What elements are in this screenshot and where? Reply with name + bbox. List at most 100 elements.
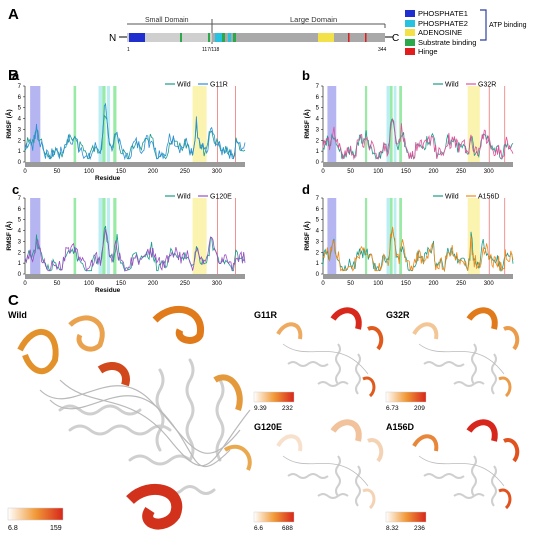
- mutant-series-line: [24, 102, 246, 161]
- atp-binding-label: ATP binding: [489, 22, 527, 29]
- y-tick-label: 5: [18, 218, 22, 224]
- structure-title: A156D: [386, 422, 415, 432]
- scale-bar: [253, 391, 295, 403]
- legend-wild-label: Wild: [445, 82, 459, 89]
- x-tick-label: 250: [180, 281, 191, 287]
- x-tick-label: 0: [23, 169, 27, 175]
- structure-title: G11R: [254, 310, 278, 320]
- y-tick-label: 0: [316, 160, 320, 166]
- highlight-band: [106, 198, 111, 274]
- x-tick-label: 250: [456, 169, 467, 175]
- adenosine-block: [318, 33, 334, 42]
- legend-wild-label: Wild: [177, 194, 191, 201]
- structure-title: G120E: [254, 422, 282, 432]
- legend-item-3: Substrate binding: [405, 38, 545, 47]
- x-tick-label: 150: [116, 281, 127, 287]
- y-tick-label: 4: [316, 229, 320, 235]
- y-axis-label: RMSF (Å): [302, 109, 311, 138]
- highlight-band: [386, 86, 390, 162]
- legend-label: Hinge: [418, 47, 438, 56]
- loop: [362, 376, 376, 398]
- panel-c-letter: C: [8, 292, 19, 309]
- large-domain-label: Large Domain: [290, 15, 337, 24]
- x-tick-label: 100: [373, 281, 384, 287]
- rmsf-chart-c: c 0 1 2 3 4 5 6 7 0 50 100 150 200 250 300 RMSF (Å) Resid…: [4, 182, 246, 294]
- y-tick-label: 0: [18, 272, 22, 278]
- y-tick-label: 6: [18, 95, 22, 101]
- panel-b-letter: B: [8, 67, 19, 84]
- legend-label: PHOSPHATE1: [418, 9, 468, 18]
- highlight-band: [399, 198, 402, 274]
- chart-letter: d: [302, 182, 310, 197]
- x-tick-label: 0: [321, 169, 325, 175]
- rmsf-chart-a: a 0 1 2 3 4 5 6 7 0 50 100 150 200 250 300 RMSF (Å) Resid…: [4, 68, 246, 182]
- loop: [498, 376, 512, 398]
- structure-g120e: G120E 6.6 688: [253, 419, 384, 532]
- y-tick-label: 2: [316, 250, 320, 256]
- y-axis-label: RMSF (Å): [4, 221, 13, 250]
- y-tick-label: 1: [316, 149, 320, 155]
- highlight-band: [364, 198, 368, 274]
- legend-wild-label: Wild: [445, 194, 459, 201]
- highlight-band: [30, 198, 41, 274]
- y-tick-label: 1: [18, 149, 22, 155]
- highlight-band: [113, 198, 117, 274]
- x-tick-label: 150: [116, 169, 127, 175]
- scale-max: 688: [282, 525, 293, 532]
- x-tick-label: 0: [321, 281, 325, 287]
- y-tick-label: 7: [18, 84, 22, 90]
- wild-structure: [17, 305, 252, 530]
- scale-bar: [385, 391, 427, 403]
- mutant-series-line: [322, 118, 514, 161]
- chart-letter: c: [12, 182, 19, 197]
- legend-label: PHOSPHATE2: [418, 18, 468, 28]
- x-tick-label: 300: [484, 281, 495, 287]
- phosphate1-block: [129, 33, 145, 42]
- small-domain-bar: [127, 33, 212, 42]
- highlight-band: [467, 198, 480, 274]
- loop: [367, 438, 384, 463]
- legend-label: ADENOSINE: [418, 28, 463, 37]
- scale-bar-wild: [7, 507, 64, 521]
- substrate-block-2: [208, 33, 210, 42]
- highlight-band: [73, 86, 77, 162]
- y-axis-label: RMSF (Å): [302, 221, 311, 250]
- residue-strip: [323, 162, 513, 167]
- y-tick-label: 6: [316, 95, 320, 101]
- loop: [412, 322, 439, 340]
- legend-item-0: PHOSPHATE1: [405, 9, 545, 18]
- scale-min-wild: 6.8: [8, 525, 18, 532]
- x-tick-label: 300: [212, 169, 223, 175]
- y-tick-label: 3: [316, 239, 320, 245]
- x-tick-label: 150: [401, 169, 412, 175]
- x-tick-label: 150: [401, 281, 412, 287]
- y-tick-label: 2: [18, 138, 22, 144]
- mutant-series-line: [24, 229, 246, 272]
- highlight-band: [192, 198, 207, 274]
- legend-swatch: [405, 48, 415, 55]
- wild-series-line: [322, 227, 514, 272]
- domain-diagram: Small Domain Large Domain N C 1 117/118 …: [109, 15, 399, 53]
- chart-letter: a: [12, 68, 20, 83]
- x-tick-label: 100: [373, 169, 384, 175]
- loop: [498, 488, 512, 510]
- structures-panel: Wild 6.8 159 G11R 9.39 232 G32R 6.73 209 G120E…: [7, 305, 520, 532]
- y-tick-label: 5: [316, 218, 320, 224]
- legend-wild-label: Wild: [177, 82, 191, 89]
- y-tick-label: 3: [18, 239, 22, 245]
- y-tick-label: 4: [18, 117, 22, 123]
- loop: [276, 322, 303, 340]
- y-tick-label: 7: [18, 196, 22, 202]
- residue-end: 344: [378, 47, 387, 53]
- highlight-band: [393, 198, 397, 274]
- legend-swatch: [405, 29, 415, 36]
- x-tick-label: 50: [54, 281, 61, 287]
- highlight-band: [386, 198, 390, 274]
- y-tick-label: 5: [316, 106, 320, 112]
- rmsf-chart-d: d 0 1 2 3 4 5 6 7 0 50 100 150 200 250 300 RMSF (Å) Wild A…: [302, 182, 514, 287]
- legend-swatch: [405, 10, 415, 17]
- legend-item-1: PHOSPHATE2: [405, 19, 545, 28]
- substrate-block-1: [180, 33, 182, 42]
- loop: [503, 326, 520, 351]
- x-tick-label: 200: [148, 169, 159, 175]
